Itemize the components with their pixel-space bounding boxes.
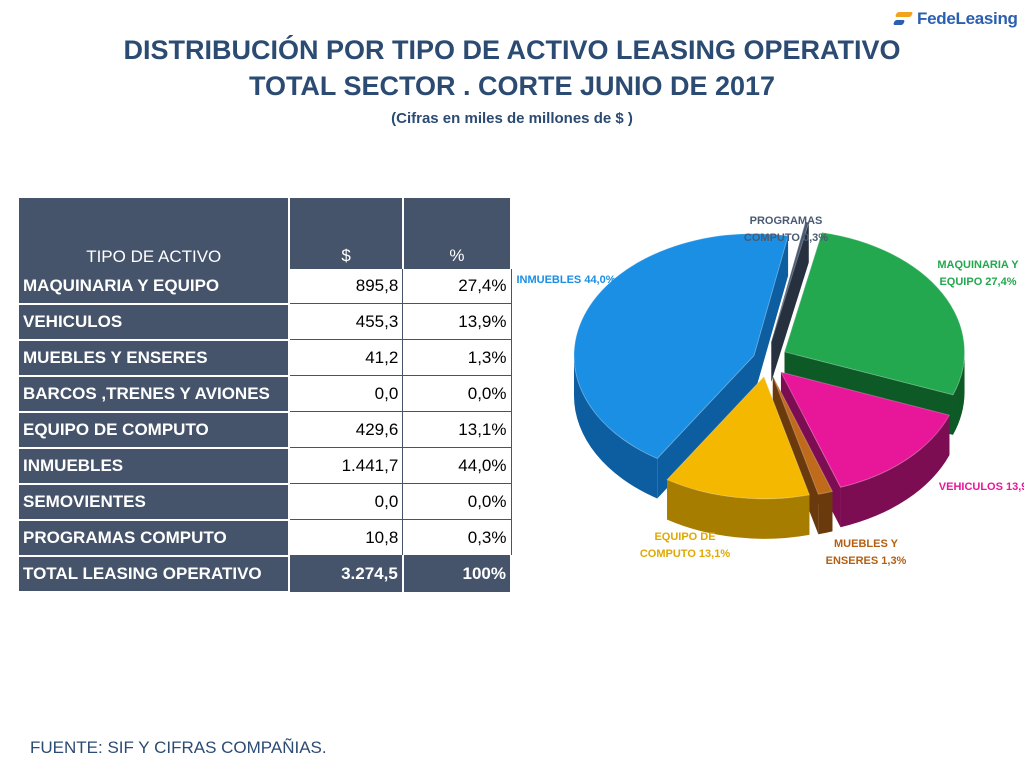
total-value: 3.274,5 (288, 555, 404, 592)
row-pct: 27,4% (402, 268, 512, 304)
table-row: SEMOVIENTES 0,0 0,0% (19, 483, 512, 521)
data-table-wrapper: TIPO DE ACTIVO $ % MAQUINARIA Y EQUIPO 8… (19, 198, 512, 593)
table-row: MUEBLES Y ENSERES 41,2 1,3% (19, 339, 512, 377)
table-row: VEHICULOS 455,3 13,9% (19, 303, 512, 341)
row-value: 41,2 (288, 339, 404, 376)
slice-2-side (818, 491, 833, 535)
pie-slice (666, 375, 811, 539)
table-row: EQUIPO DE COMPUTO 429,6 13,1% (19, 411, 512, 449)
slice-5-side (573, 355, 658, 499)
row-name: PROGRAMAS COMPUTO (19, 519, 291, 557)
table-row: PROGRAMAS COMPUTO 10,8 0,3% (19, 519, 512, 557)
source-note: FUENTE: SIF Y CIFRAS COMPAÑIAS. (30, 738, 327, 757)
pie-data-label: MUEBLES Y ENSERES 1,3% (826, 538, 907, 567)
subtitle: (Cifras en miles de millones de $ ) (391, 110, 633, 127)
row-value: 0,0 (288, 375, 404, 412)
table-header-row: TIPO DE ACTIVO $ % (19, 198, 512, 269)
logo-text: FedeLeasing (917, 9, 1018, 28)
row-name: MUEBLES Y ENSERES (19, 339, 291, 377)
row-pct: 13,1% (402, 411, 512, 448)
slice-4-top (666, 375, 811, 500)
row-value: 0,0 (288, 483, 404, 520)
title-line-1: DISTRIBUCIÓN POR TIPO DE ACTIVO LEASING … (123, 35, 901, 65)
row-value: 1.441,7 (288, 447, 404, 484)
slice-4-side (667, 479, 810, 539)
total-name: TOTAL LEASING OPERATIVO (19, 555, 291, 593)
slice-5-wall (657, 355, 754, 499)
title-line-2: TOTAL SECTOR . CORTE JUNIO DE 2017 (248, 71, 776, 101)
pie-data-label: INMUEBLES 44,0% (516, 274, 615, 286)
title-block: DISTRIBUCIÓN POR TIPO DE ACTIVO LEASING … (0, 32, 1024, 127)
row-value: 10,8 (288, 519, 404, 556)
pie-slice (772, 376, 834, 535)
row-name: BARCOS ,TRENES Y AVIONES (19, 375, 291, 413)
pie-data-label: VEHICULOS 13,9% (939, 481, 1024, 493)
total-pct: 100% (402, 555, 512, 592)
row-value: 895,8 (288, 268, 404, 304)
row-name: SEMOVIENTES (19, 483, 291, 521)
row-value: 455,3 (288, 303, 404, 340)
slice-7-wall (771, 222, 809, 382)
row-pct: 1,3% (402, 339, 512, 376)
row-pct: 13,9% (402, 303, 512, 340)
slice-0-top (783, 231, 966, 396)
slice-5-wall (753, 235, 789, 396)
fedeleasing-logo: FedeLeasing (892, 9, 1018, 29)
row-name: EQUIPO DE COMPUTO (19, 411, 291, 449)
table-total-row: TOTAL LEASING OPERATIVO 3.274,5 100% (19, 555, 512, 593)
slice-1-top (780, 371, 951, 488)
row-pct: 0,3% (402, 519, 512, 556)
table-row: BARCOS ,TRENES Y AVIONES 0,0 0,0% (19, 375, 512, 413)
header-pct: % (402, 198, 512, 269)
slice-5-top (573, 233, 789, 460)
table-row: MAQUINARIA Y EQUIPO 895,8 27,4% (19, 268, 512, 305)
pie-slice (770, 221, 810, 382)
row-pct: 0,0% (402, 483, 512, 520)
pie-data-label: PROGRAMAS COMPUTO 0,3% (744, 215, 828, 244)
header-tipo: TIPO DE ACTIVO (19, 198, 291, 269)
row-name: MAQUINARIA Y EQUIPO (19, 268, 291, 305)
header-valor: $ (289, 198, 404, 269)
slice-2-top (772, 376, 834, 495)
data-table: TIPO DE ACTIVO $ % MAQUINARIA Y EQUIPO 8… (19, 198, 512, 593)
pie-data-label: MAQUINARIA Y EQUIPO 27,4% (937, 259, 1019, 288)
row-pct: 44,0% (402, 447, 512, 484)
logo-mark-icon (892, 10, 914, 28)
pie-data-label: EQUIPO DE COMPUTO 13,1% (640, 531, 730, 560)
row-pct: 0,0% (402, 375, 512, 412)
row-name: INMUEBLES (19, 447, 291, 485)
slice-1-side (840, 415, 950, 528)
slice-0-side (952, 351, 965, 435)
table-row: INMUEBLES 1.441,7 44,0% (19, 447, 512, 485)
slice-7-top (770, 221, 810, 342)
pie-slice (573, 233, 789, 499)
row-value: 429,6 (288, 411, 404, 448)
row-name: VEHICULOS (19, 303, 291, 341)
